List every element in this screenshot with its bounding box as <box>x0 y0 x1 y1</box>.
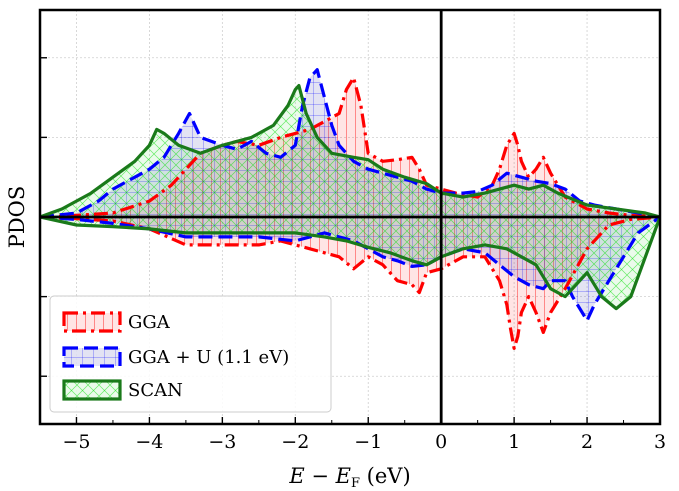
x-tick-label: −4 <box>135 431 163 453</box>
legend-swatch-gga <box>62 311 122 333</box>
legend-items: GGA GGA + U (1.1 eV) SCAN <box>62 311 289 401</box>
x-axis-title: E − EF (eV) <box>288 464 410 491</box>
legend-label-scan: SCAN <box>128 380 183 401</box>
legend-label-gga: GGA <box>128 312 171 333</box>
x-tick-label: −3 <box>208 431 236 453</box>
x-tick-label: 3 <box>654 431 666 453</box>
x-axis-title-e: E <box>288 464 304 488</box>
x-tick-label: −2 <box>281 431 309 453</box>
legend-swatch-scan <box>62 379 122 401</box>
x-tick-label: −5 <box>62 431 90 453</box>
y-axis-title: PDOS <box>5 186 29 249</box>
legend-label-gga-u-1-1-ev: GGA + U (1.1 eV) <box>128 347 289 368</box>
x-axis-title-unit: (eV) <box>360 464 411 488</box>
plot-frame <box>38 8 662 426</box>
line-scan-up <box>40 84 660 219</box>
hatch-scan-down <box>40 217 660 309</box>
x-tick-label: 0 <box>435 431 447 453</box>
line-gga-u-1-1-ev-up <box>40 68 660 219</box>
x-axis-title-minus: − <box>305 464 336 488</box>
line-gga-down <box>40 215 660 350</box>
x-ticks: −5 −4 −3 −2 −1 0 1 2 3 <box>39 57 666 453</box>
hatch-scan-up <box>40 85 660 217</box>
x-axis-title-sub: F <box>351 476 360 491</box>
x-axis-title-ef: E <box>335 464 351 488</box>
x-tick-label: 2 <box>581 431 593 453</box>
legend: GGA GGA + U (1.1 eV) SCAN <box>49 295 332 413</box>
x-tick-label: 1 <box>508 431 520 453</box>
series-layer <box>40 68 660 350</box>
x-tick-label: −1 <box>354 431 382 453</box>
reference-lines <box>40 10 660 424</box>
line-scan-down <box>40 215 660 311</box>
legend-swatch-gga-u-1-1-ev <box>62 346 122 368</box>
